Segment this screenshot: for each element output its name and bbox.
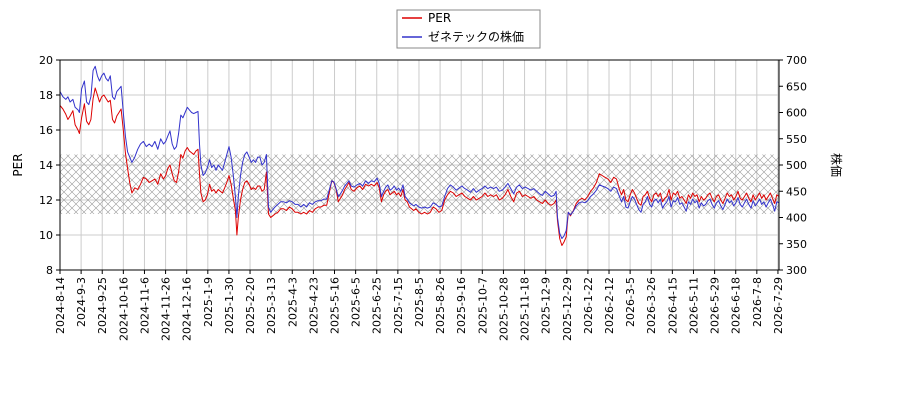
x-tick-label: 2025-7-15 xyxy=(392,277,405,334)
x-tick-label: 2024-12-16 xyxy=(181,277,194,341)
x-tick-label: 2025-9-16 xyxy=(455,277,468,334)
y-tick-label: 14 xyxy=(39,159,53,172)
y-tick-label: 10 xyxy=(39,229,53,242)
x-tick-label: 2025-12-9 xyxy=(540,277,553,334)
series-line-per xyxy=(60,87,779,246)
x-tick-label: 2025-12-29 xyxy=(561,277,574,341)
y-tick-label: 16 xyxy=(39,124,53,137)
x-tick-label: 2024-8-14 xyxy=(54,277,67,334)
x-tick-label: 2025-8-5 xyxy=(413,277,426,327)
y2-tick-label: 700 xyxy=(786,54,807,67)
y-tick-label: 18 xyxy=(39,89,53,102)
x-tick-label: 2026-4-15 xyxy=(666,277,679,334)
x-tick-label: 2025-10-28 xyxy=(497,277,510,341)
y-tick-label: 20 xyxy=(39,54,53,67)
y2-tick-label: 450 xyxy=(786,185,807,198)
y-tick-label: 8 xyxy=(46,264,53,277)
x-tick-label: 2024-9-3 xyxy=(75,277,88,327)
x-tick-label: 2025-6-5 xyxy=(350,277,363,327)
x-tick-label: 2024-11-26 xyxy=(160,277,173,341)
x-tick-label: 2026-3-5 xyxy=(624,277,637,327)
x-tick-label: 2026-7-29 xyxy=(772,277,785,334)
x-tick-label: 2026-3-26 xyxy=(645,277,658,334)
legend-label-per: PER xyxy=(428,11,451,25)
x-tick-label: 2024-11-6 xyxy=(138,277,151,334)
x-tick-label: 2025-10-7 xyxy=(476,277,489,334)
x-tick-label: 2024-9-25 xyxy=(96,277,109,334)
y-axis-left: 8 10 12 14 16 18 20 xyxy=(39,54,60,277)
y2-tick-label: 600 xyxy=(786,107,807,120)
x-tick-label: 2026-5-29 xyxy=(709,277,722,334)
x-tick-label: 2025-4-23 xyxy=(307,277,320,334)
x-tick-label: 2025-5-16 xyxy=(329,277,342,334)
x-axis: 2024-8-14 2024-9-3 2024-9-25 2024-10-16 2024… xyxy=(54,270,785,341)
x-tick-label: 2025-3-13 xyxy=(265,277,278,334)
x-tick-label: 2025-4-3 xyxy=(286,277,299,327)
series-layer xyxy=(60,65,779,246)
x-tick-label: 2025-8-26 xyxy=(434,277,447,334)
x-tick-label: 2025-1-9 xyxy=(202,277,215,327)
x-tick-label: 2026-1-22 xyxy=(582,277,595,334)
y2-tick-label: 500 xyxy=(786,159,807,172)
y2-tick-label: 400 xyxy=(786,212,807,225)
y-axis-title: PER xyxy=(11,153,25,176)
x-tick-label: 2025-2-20 xyxy=(244,277,257,334)
legend-box xyxy=(396,9,541,49)
x-tick-label: 2025-6-25 xyxy=(371,277,384,334)
x-tick-label: 2026-5-11 xyxy=(687,277,700,334)
y2-axis-title: 株価 xyxy=(829,153,844,177)
x-tick-label: 2026-2-12 xyxy=(603,277,616,334)
x-tick-label: 2026-7-8 xyxy=(751,277,764,327)
y2-tick-label: 550 xyxy=(786,133,807,146)
x-tick-label: 2025-1-30 xyxy=(223,277,236,334)
y2-tick-label: 650 xyxy=(786,80,807,93)
legend-label-price: ゼネテックの株価 xyxy=(428,29,524,44)
legend: PER ゼネテックの株価 xyxy=(396,9,541,49)
y2-tick-label: 300 xyxy=(786,264,807,277)
y-axis-right: 300 350 400 450 500 550 600 650 700 xyxy=(779,54,807,277)
series-line-price xyxy=(60,65,779,239)
x-tick-label: 2024-10-16 xyxy=(117,277,130,341)
x-tick-label: 2026-6-18 xyxy=(730,277,743,334)
x-tick-label: 2025-11-18 xyxy=(519,277,532,341)
y2-tick-label: 350 xyxy=(786,238,807,251)
y-tick-label: 12 xyxy=(39,194,53,207)
